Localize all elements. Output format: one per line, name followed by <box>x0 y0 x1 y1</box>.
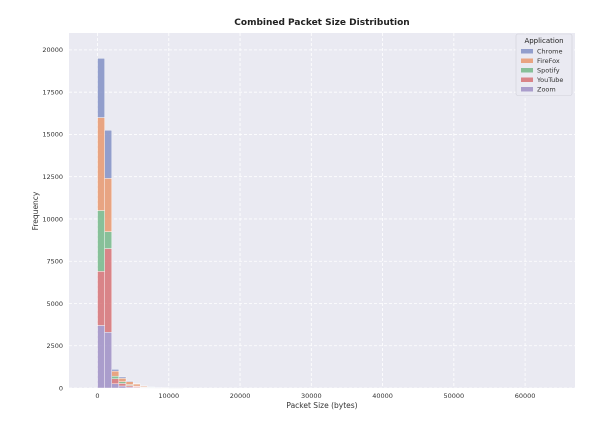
chart-title: Combined Packet Size Distribution <box>234 18 409 28</box>
x-tick-label: 60000 <box>515 392 536 400</box>
bar-youtube-bin-3 <box>119 383 126 386</box>
legend-swatch-youtube <box>521 78 533 83</box>
legend-title: Application <box>524 37 563 45</box>
legend-swatch-chrome <box>521 49 533 54</box>
bar-firefox-bin-4 <box>126 382 133 385</box>
bar-zoom-bin-1 <box>105 332 112 388</box>
bar-zoom-bin-3 <box>119 386 126 388</box>
legend-swatch-zoom <box>521 87 533 92</box>
bar-firefox-bin-2 <box>112 371 119 376</box>
bar-zoom-bin-0 <box>98 325 105 388</box>
bar-spotify-bin-1 <box>105 232 112 249</box>
bar-chrome-bin-2 <box>112 369 119 371</box>
x-axis-ticks: 0 10000 20000 30000 40000 50000 60000 <box>95 392 535 400</box>
x-axis-label: Packet Size (bytes) <box>286 401 357 410</box>
x-tick-label: 20000 <box>230 392 251 400</box>
y-axis-ticks: 0 2500 5000 7500 10000 12500 15000 17500 20000 <box>42 46 63 392</box>
legend-label-chrome: Chrome <box>537 48 563 56</box>
bar-youtube-bin-1 <box>105 249 112 333</box>
legend-label-zoom: Zoom <box>537 86 556 94</box>
legend-swatch-spotify <box>521 68 533 73</box>
bar-youtube-bin-4 <box>126 385 133 387</box>
y-tick-label: 20000 <box>42 46 63 54</box>
y-tick-label: 12500 <box>42 173 63 181</box>
bar-spotify-bin-0 <box>98 211 105 272</box>
bar-chrome-bin-3 <box>119 377 126 378</box>
x-tick-label: 40000 <box>372 392 393 400</box>
y-tick-label: 17500 <box>42 88 63 96</box>
legend-label-youtube: YouTube <box>536 76 563 84</box>
x-tick-label: 50000 <box>444 392 465 400</box>
legend-label-spotify: Spotify <box>537 67 560 75</box>
bar-firefox-bin-1 <box>105 178 112 231</box>
bar-youtube-bin-0 <box>98 271 105 325</box>
bar-firefox-bin-3 <box>119 378 126 381</box>
y-tick-label: 2500 <box>46 342 63 350</box>
bar-spotify-bin-3 <box>119 382 126 384</box>
legend-label-firefox: FireFox <box>537 57 560 65</box>
bar-spotify-bin-2 <box>112 376 119 379</box>
bar-firefox-bin-5 <box>133 384 140 386</box>
x-tick-label: 10000 <box>158 392 179 400</box>
bar-chrome-bin-1 <box>105 130 112 178</box>
bar-chrome-bin-4 <box>126 381 133 382</box>
bar-zoom-bin-2 <box>112 384 119 388</box>
plot-area <box>69 33 575 388</box>
y-tick-label: 0 <box>59 384 63 392</box>
bar-firefox-bin-0 <box>98 118 105 211</box>
legend-swatch-firefox <box>521 59 533 64</box>
y-tick-label: 7500 <box>46 258 63 266</box>
y-tick-label: 5000 <box>46 300 63 308</box>
bar-chrome-bin-0 <box>98 58 105 117</box>
x-tick-label: 0 <box>95 392 99 400</box>
y-axis-label: Frequency <box>31 191 40 230</box>
y-tick-label: 15000 <box>42 131 63 139</box>
y-tick-label: 10000 <box>42 215 63 223</box>
x-tick-label: 30000 <box>301 392 322 400</box>
bar-youtube-bin-2 <box>112 379 119 384</box>
